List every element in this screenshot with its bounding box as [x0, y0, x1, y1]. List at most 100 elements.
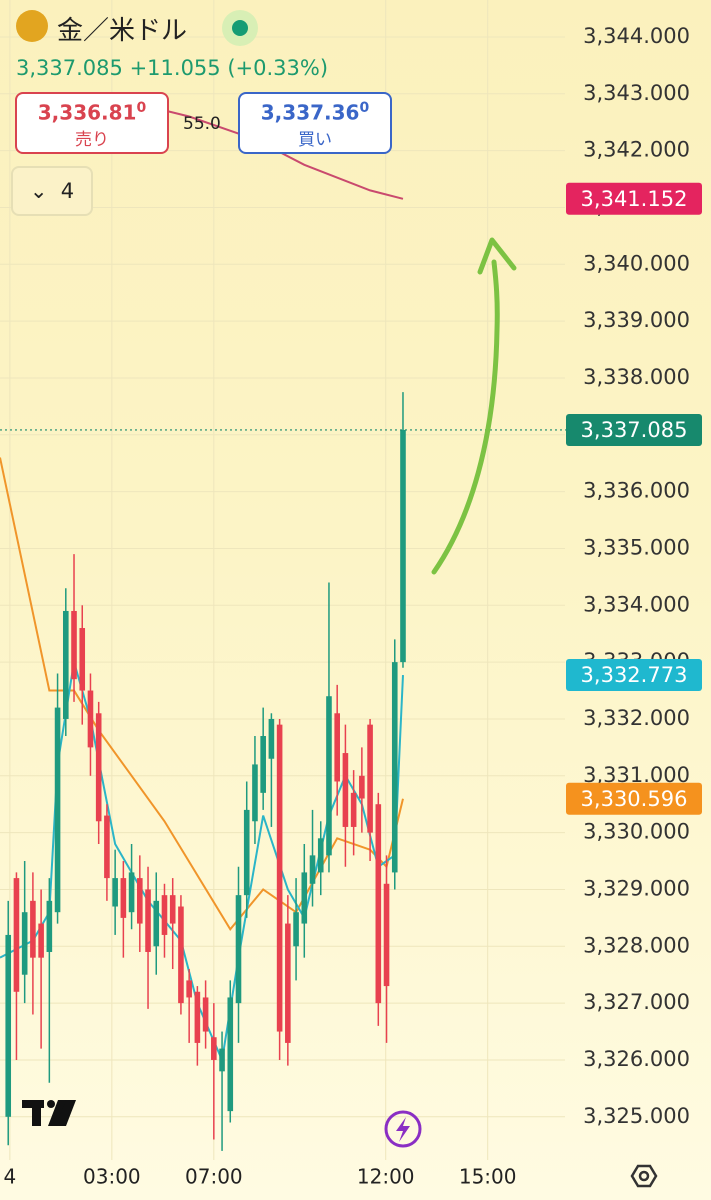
candle-body [227, 997, 234, 1112]
settings-button[interactable] [630, 1164, 658, 1188]
candle-body [5, 934, 12, 1117]
candle-body [153, 900, 160, 947]
last-price: 3,337.085 [16, 56, 123, 80]
candle-body [169, 895, 176, 924]
candle-body [400, 429, 406, 663]
indicator-toggle[interactable]: ⌄ 4 [11, 166, 93, 216]
candle-body [367, 724, 373, 833]
sell-price: 3,336.81 [37, 100, 137, 125]
y-tick-label: 3,330.000 [583, 820, 690, 844]
candle-body [359, 775, 365, 799]
y-tick-label: 3,336.000 [583, 479, 690, 503]
y-tick-label: 3,328.000 [583, 933, 690, 957]
y-tick-label: 3,325.000 [583, 1104, 690, 1128]
indicator-count: 4 [60, 179, 75, 203]
candle-body [375, 804, 382, 1004]
change: +11.055 [129, 56, 221, 80]
drawn-arrow-head [477, 237, 517, 275]
symbol-icon [16, 10, 48, 42]
price-tag-label: 3,337.085 [581, 418, 688, 442]
buy-price-row: 3,337.360 [240, 100, 390, 125]
y-tick-label: 3,338.000 [583, 365, 690, 389]
y-tick-label: 3,342.000 [583, 138, 690, 162]
candle-body [202, 997, 209, 1032]
candle-body [54, 707, 61, 913]
drawn-arrow [431, 259, 500, 575]
candle-body [71, 610, 77, 680]
price-tag [566, 659, 702, 692]
candle-body [186, 980, 192, 998]
candle-body [104, 815, 110, 879]
candle-body [120, 878, 127, 918]
candle-body [79, 628, 86, 691]
candle-body [334, 713, 340, 782]
candle-body [211, 1037, 217, 1060]
status-halo [222, 10, 258, 46]
price-tag [566, 413, 702, 446]
candle-body [38, 923, 44, 958]
candle-body [276, 724, 283, 1032]
buy-button[interactable]: 3,337.360 買い [238, 92, 392, 154]
price-tag-label: 3,341.152 [581, 187, 688, 211]
candle-body [293, 912, 299, 947]
candle-body [46, 900, 53, 952]
status-dot [232, 20, 248, 36]
candle-body [112, 878, 118, 907]
price-tag [566, 182, 702, 215]
candle-body [137, 878, 143, 924]
chevron: ⌄ [29, 179, 48, 203]
indicator-line [0, 457, 404, 931]
y-tick-label: 3,343.000 [583, 81, 690, 105]
change-pct: (+0.33%) [227, 56, 329, 80]
x-tick-label: 15:00 [459, 1165, 517, 1189]
sell-button[interactable]: 3,336.810 売り [15, 92, 169, 154]
tv-logo [22, 1100, 76, 1126]
x-tick-label: 4 [4, 1165, 17, 1189]
sell-label: 売り [75, 129, 109, 150]
candle-body [243, 809, 250, 896]
quote-line: 3,337.085 +11.055 (+0.33%) [16, 56, 328, 80]
candle-body [268, 718, 275, 759]
y-tick-label: 3,332.000 [583, 706, 690, 730]
candle-body [309, 855, 316, 884]
candle-body [350, 792, 357, 827]
candle-body [383, 883, 390, 987]
lightning-button[interactable] [384, 1110, 422, 1148]
buy-sup: 0 [359, 100, 370, 116]
x-tick-label: 07:00 [185, 1165, 243, 1189]
buy-label: 買い [298, 129, 332, 150]
y-tick-label: 3,339.000 [583, 308, 690, 332]
x-tick-label: 03:00 [83, 1165, 141, 1189]
y-tick-label: 3,327.000 [583, 990, 690, 1014]
x-tick-label: 12:00 [357, 1165, 415, 1189]
indicator-line [0, 661, 404, 1064]
y-tick-label: 3,344.000 [583, 24, 690, 48]
candle-body [62, 610, 69, 719]
buy-price: 3,337.36 [260, 100, 360, 125]
price-tag-label: 3,332.773 [581, 663, 688, 687]
spread: 55.0 [183, 114, 221, 134]
price-tag-label: 3,330.596 [581, 787, 688, 811]
candle-body [13, 878, 20, 992]
candle-body [21, 912, 28, 975]
candle-body [95, 713, 102, 822]
candle-body [317, 838, 324, 873]
candle-body [260, 736, 266, 793]
candle-body [178, 906, 184, 1004]
y-tick-label: 3,335.000 [583, 535, 690, 559]
sell-price-row: 3,336.810 [17, 100, 167, 125]
candle-body [128, 872, 135, 913]
candle-body [161, 895, 168, 935]
candle-body [301, 872, 308, 924]
price-tag [566, 782, 702, 815]
symbol[interactable]: 金／米ドル [57, 16, 188, 46]
candle-body [326, 696, 332, 856]
y-tick-label: 3,326.000 [583, 1047, 690, 1071]
candle-body [87, 690, 94, 748]
y-tick-label: 3,340.000 [583, 251, 690, 275]
candle-body [145, 889, 151, 952]
candle-body [194, 991, 201, 1043]
lightning-icon [396, 1117, 410, 1142]
